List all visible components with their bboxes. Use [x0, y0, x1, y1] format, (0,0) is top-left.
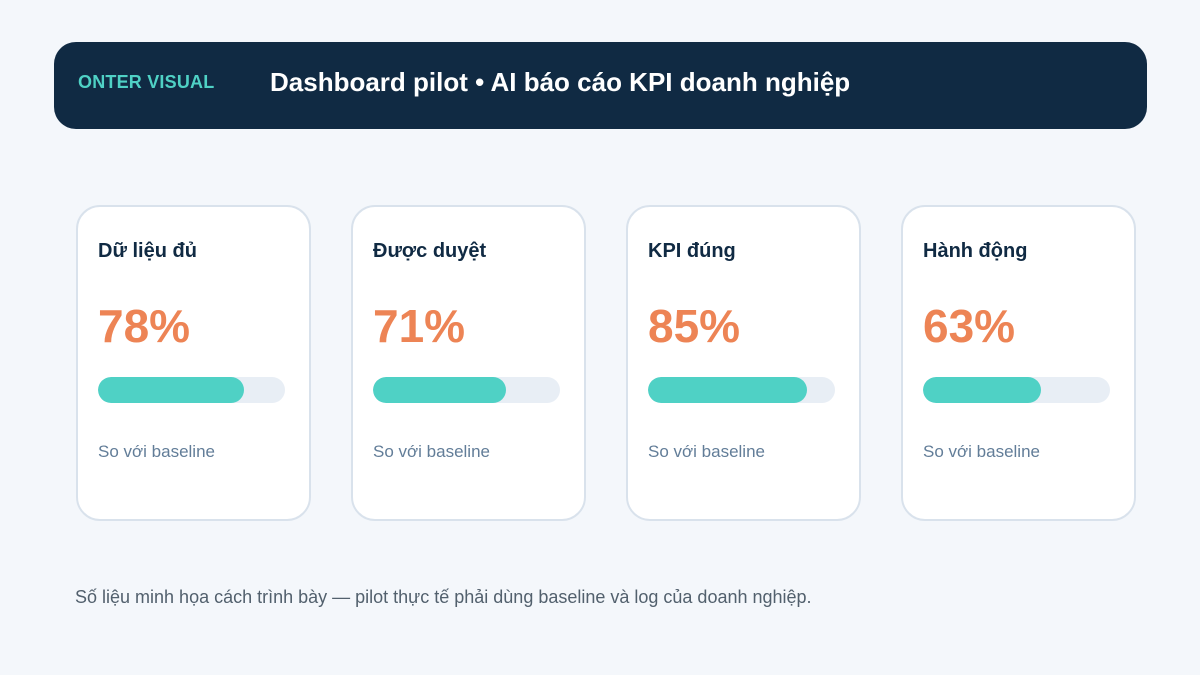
progress-fill: [923, 377, 1041, 403]
progress-track: [98, 377, 285, 403]
progress-track: [923, 377, 1110, 403]
page-title: Dashboard pilot • AI báo cáo KPI doanh n…: [270, 67, 851, 97]
header-banner: ONTER VISUAL Dashboard pilot • AI báo cá…: [54, 42, 1147, 129]
kpi-card-title: Được duyệt: [373, 240, 487, 262]
kpi-card-subtitle: So với baseline: [373, 442, 490, 461]
kpi-card-value: 71%: [373, 300, 466, 352]
kpi-card-value: 63%: [923, 300, 1016, 352]
kpi-card-value: 85%: [648, 300, 741, 352]
progress-fill: [373, 377, 506, 403]
kpi-card-subtitle: So với baseline: [923, 442, 1040, 461]
brand-logo-text: ONTER VISUAL: [78, 72, 215, 92]
progress-fill: [648, 377, 807, 403]
kpi-card-subtitle: So với baseline: [98, 442, 215, 461]
progress-track: [648, 377, 835, 403]
kpi-card-action: Hành động 63% So với baseline: [901, 205, 1136, 521]
kpi-card-title: KPI đúng: [648, 240, 736, 262]
progress-track: [373, 377, 560, 403]
kpi-card-data-complete: Dữ liệu đủ 78% So với baseline: [76, 205, 311, 521]
kpi-card-value: 78%: [98, 300, 191, 352]
kpi-card-approved: Được duyệt 71% So với baseline: [351, 205, 586, 521]
kpi-card-title: Hành động: [923, 240, 1028, 262]
kpi-card-kpi-correct: KPI đúng 85% So với baseline: [626, 205, 861, 521]
kpi-card-subtitle: So với baseline: [648, 442, 765, 461]
progress-fill: [98, 377, 244, 403]
footnote: Số liệu minh họa cách trình bày — pilot …: [75, 587, 812, 607]
kpi-card-title: Dữ liệu đủ: [98, 240, 197, 262]
